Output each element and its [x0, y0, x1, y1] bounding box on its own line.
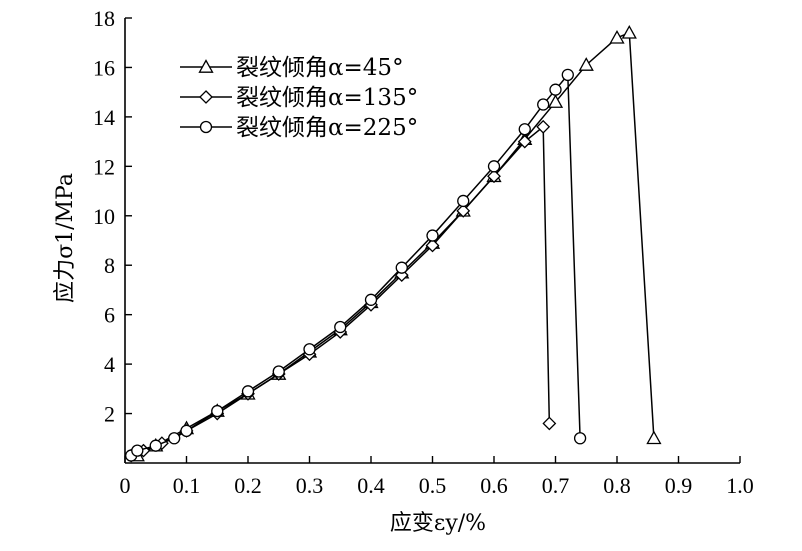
series-circle [124, 68, 587, 462]
data-point-triangle [578, 57, 594, 71]
ticks: 0 0.1 0.2 0.3 0.4 0.5 0.6 0.7 0.8 0.9 1.0 2 4 6 8 10 12 1… [93, 6, 754, 498]
data-point-circle [149, 439, 162, 452]
data-point-circle [303, 343, 316, 356]
legend-label: 裂纹倾角α=225° [236, 115, 418, 141]
data-point-circle [573, 432, 587, 445]
y-tick-label: 16 [93, 55, 115, 80]
x-tick-label: 0.7 [542, 473, 570, 498]
legend-item: 裂纹倾角α=45° [180, 55, 404, 81]
data-point-circle [364, 293, 378, 306]
y-tick-label: 18 [93, 6, 115, 31]
data-point-diamond [456, 203, 471, 218]
legend-marker-triangle [198, 59, 214, 73]
data-point-diamond [425, 238, 440, 253]
x-tick-label: 0 [120, 473, 131, 498]
y-tick-label: 2 [104, 402, 115, 427]
legend-label: 裂纹倾角α=45° [236, 55, 404, 81]
data-point-diamond [542, 416, 557, 431]
legend: 裂纹倾角α=45° 裂纹倾角α=135° 裂纹倾角α=225° [180, 55, 418, 141]
data-point-circle [334, 320, 347, 334]
data-point-circle [487, 160, 501, 173]
data-point-circle [561, 68, 574, 82]
data-point-diamond [487, 169, 501, 184]
data-point-circle [241, 385, 255, 398]
series-layer [124, 24, 662, 463]
data-point-circle [211, 404, 224, 418]
y-axis-title: 应力σ1/MPa [53, 173, 78, 303]
y-tick-label: 6 [104, 303, 115, 328]
x-tick-label: 0.1 [173, 473, 201, 498]
data-point-triangle [547, 94, 564, 108]
data-point-circle [518, 123, 531, 136]
legend-item: 裂纹倾角α=135° [180, 85, 418, 111]
data-point-diamond [517, 134, 532, 149]
data-point-circle [168, 432, 181, 445]
data-point-circle [395, 261, 408, 274]
legend-marker-diamond [199, 90, 213, 104]
data-point-circle [537, 98, 550, 111]
data-point-triangle [621, 24, 637, 39]
y-tick-label: 12 [93, 154, 115, 179]
x-axis-title: 应变εy/% [390, 511, 486, 536]
data-point-circle [272, 365, 285, 378]
data-point-triangle [609, 29, 625, 44]
data-point-triangle [646, 430, 662, 445]
legend-label: 裂纹倾角α=135° [236, 85, 418, 111]
x-tick-label: 0.2 [234, 473, 262, 498]
x-tick-label: 1.0 [726, 473, 754, 498]
data-point-circle [549, 83, 562, 96]
x-tick-label: 0.3 [296, 473, 324, 498]
y-tick-label: 10 [93, 204, 115, 229]
x-tick-label: 0.5 [419, 473, 447, 498]
x-tick-label: 0.8 [603, 473, 631, 498]
data-point-circle [180, 424, 193, 438]
x-tick-label: 0.9 [665, 473, 693, 498]
legend-item: 裂纹倾角α=225° [180, 115, 418, 141]
y-tick-label: 14 [93, 105, 115, 130]
data-point-circle [426, 229, 439, 242]
data-point-circle [131, 444, 144, 457]
x-tick-label: 0.4 [357, 473, 385, 498]
series-line [130, 125, 551, 457]
y-tick-label: 4 [104, 352, 115, 377]
data-point-diamond [536, 119, 551, 134]
data-point-circle [457, 194, 470, 208]
legend-marker-circle [199, 120, 213, 134]
y-tick-label: 8 [104, 253, 115, 278]
x-tick-label: 0.6 [480, 473, 508, 498]
series-diamond [124, 119, 557, 463]
